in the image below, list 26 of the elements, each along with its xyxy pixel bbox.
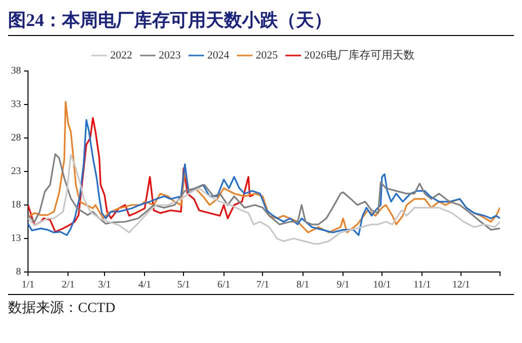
legend-label: 2023 [158, 49, 182, 62]
x-tick-label: 9/1 [336, 280, 350, 291]
source-note: 数据来源：CCTD [8, 300, 116, 317]
legend-label: 2025 [256, 49, 278, 62]
x-tick-label: 12/1 [452, 280, 470, 291]
legend-label: 2022 [110, 49, 132, 62]
x-tick-label: 8/1 [296, 280, 310, 291]
x-tick-label: 6/1 [217, 280, 230, 291]
x-tick-label: 3/1 [98, 280, 111, 291]
y-tick-label: 18 [11, 200, 21, 211]
x-tick-label: 4/1 [138, 280, 152, 291]
x-tick-label: 11/1 [413, 280, 431, 291]
y-tick-label: 38 [11, 66, 21, 77]
legend-label: 2024 [207, 49, 230, 62]
x-tick-label: 10/1 [373, 280, 391, 291]
x-tick-label: 7/1 [256, 280, 270, 291]
y-tick-label: 28 [11, 132, 21, 144]
x-tick-label: 1/1 [22, 280, 34, 291]
x-tick-label: 5/1 [177, 280, 190, 291]
chart-title: 图24：本周电厂库存可用天数小跌（天） [8, 8, 514, 36]
y-tick-label: 13 [11, 233, 21, 244]
y-tick-label: 33 [11, 99, 21, 110]
y-tick-label: 8 [16, 266, 21, 278]
legend-label: 2026电厂库存可用天数 [304, 48, 414, 62]
x-tick-label: 2/1 [62, 280, 75, 291]
y-tick-label: 23 [11, 166, 21, 178]
